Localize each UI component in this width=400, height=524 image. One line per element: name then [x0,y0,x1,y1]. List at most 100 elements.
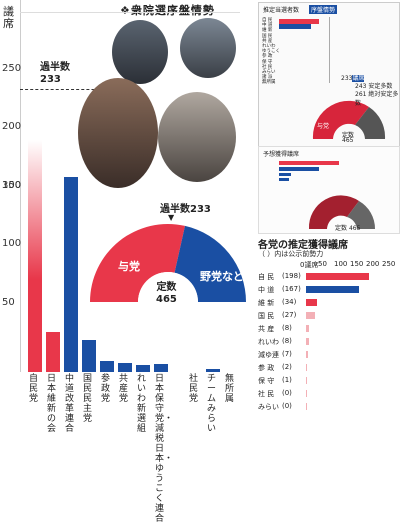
majority-label: 過半数 233 [40,62,70,85]
right-row-prev-4: (8) [282,324,292,332]
mini1-row-4: 共 産 [262,38,273,44]
right-row-prev-6: (7) [282,350,292,358]
party-label-10: 無所属 [225,374,235,404]
mini1-stable: 243 安定多数 [355,83,393,90]
right-row-name-0: 自 民 [258,273,275,281]
party-label-1: 日本維新の会 [47,374,57,434]
right-row-name-7: 参 政 [258,364,275,372]
right-row-bar-9 [306,390,307,397]
seat-bar-2 [64,176,78,372]
party-label-8: 社民党 [189,374,199,404]
party-label-9: チームみらい [207,374,217,434]
right-row-prev-10: (0) [282,402,292,410]
mini1-total-label: 定数 [342,132,355,139]
seat-bar-6 [136,364,150,372]
y-axis-unit: 議席 [3,5,14,30]
right-row-prev-7: (2) [282,363,292,371]
right-row-bar-7 [306,364,307,371]
right-row-prev-5: (8) [282,337,292,345]
right-row-bar-1 [306,286,360,293]
right-row-name-5: れいわ [258,338,279,346]
mini1-row-3: 国 民 [262,33,273,39]
politician-photo-2 [180,18,236,78]
party-label-6: れいわ新選組 [137,374,147,434]
mini1-row-11: 諸 派 [262,75,273,81]
y-tick-50: 50 [2,297,15,308]
right-row-name-10: みらい [258,403,279,411]
gauge-opposition-arc [174,225,246,302]
mini2-total: 定数 465 [335,225,361,232]
mini1-tag: 序盤情勢 [309,5,338,14]
party-label-3: 国民民主党 [83,374,93,424]
seat-bar-5 [118,362,132,372]
right-axis-tick-2: 150 [350,260,364,268]
right-row-prev-1: (167) [282,285,301,293]
mini1-maj: 233議席 [341,75,365,82]
right-row-prev-8: (1) [282,376,292,384]
right-panel-note: （ ）内は公示前勢力 [258,250,324,258]
y-tick-300: 300 [2,180,22,191]
seat-bar-0 [28,140,42,372]
majority-line [20,89,120,90]
party-label-0: 自民党 [29,374,39,404]
party-label-5: 共産党 [119,374,129,404]
mini1-abs-stable: 261 絶対安定多数 [355,91,399,107]
right-axis-tick-3: 200 [366,260,380,268]
right-row-bar-4 [306,325,309,332]
mini1-row-12: 無所属 [262,80,276,86]
right-panel-title: 各党の推定獲得議席 [258,240,348,251]
gauge-opposition-label: 野党など [200,270,244,283]
right-row-name-2: 維 新 [258,299,275,307]
politician-photo-4 [158,92,236,182]
mini1-row-10: みらい [262,70,276,75]
gauge-ruling-arc [90,224,186,302]
right-axis-tick-4: 250 [382,260,396,268]
mini1-row-7: 参 政 [262,54,273,60]
right-row-prev-0: (198) [282,272,301,280]
right-row-bar-8 [306,377,307,384]
right-axis-unit: 0議席 [300,261,319,269]
right-row-bar-3 [306,312,315,319]
gauge-total: 定数 465 [156,282,177,305]
politician-photo-1 [112,20,168,84]
party-label-4: 参政党 [101,374,111,404]
y-tick-150: 150 [2,180,22,191]
y-tick-100: 100 [2,238,22,249]
right-row-name-9: 社 民 [258,390,275,398]
mini1-row-8: 保 守 [262,59,273,65]
politician-photo-3 [78,78,158,188]
mini1-title: 推定当選者数 [263,7,300,14]
mini1-gauge [312,100,386,139]
seat-bar-1 [46,332,60,372]
right-row-name-3: 国 民 [258,312,275,320]
gauge-pointer-icon: ▼ [168,213,175,222]
right-row-bar-5 [306,338,309,345]
gauge-majority-label: 過半数233 [160,204,211,215]
y-tick-200: 200 [2,121,22,132]
seat-bar-3 [82,340,96,372]
right-row-bar-10 [306,403,307,410]
mini2-title: 予想獲得議席 [263,151,300,158]
y-tick-250: 250 [2,63,22,74]
seat-bar-4 [100,361,114,372]
mini2-gauge [308,195,376,229]
right-axis-tick-0: 50 [318,260,327,268]
mini-panel-2: 予想獲得議席 定数 465 [258,146,400,234]
right-row-bar-0 [306,273,370,280]
mini1-row-1: 中 道 [262,23,273,29]
right-row-name-8: 保 守 [258,377,275,385]
right-row-bar-2 [306,299,317,306]
right-row-prev-3: (27) [282,311,297,319]
mini1-ruling: 与党 [317,123,330,130]
seat-bar-9 [206,368,220,372]
mini1-row-2: 維 新 [262,28,273,34]
mini1-row-5: れいわ [262,44,276,49]
title-icon: ❖ [120,4,131,17]
right-row-bar-6 [306,351,309,358]
right-row-name-1: 中 道 [258,286,275,294]
seat-bar-7 [154,363,168,372]
mini1-row-0: 自 民 [262,18,273,23]
mini1-row-6: ゆうこく [262,49,280,55]
mini1-total: 465 [342,137,354,144]
right-row-name-4: 共 産 [258,325,275,333]
